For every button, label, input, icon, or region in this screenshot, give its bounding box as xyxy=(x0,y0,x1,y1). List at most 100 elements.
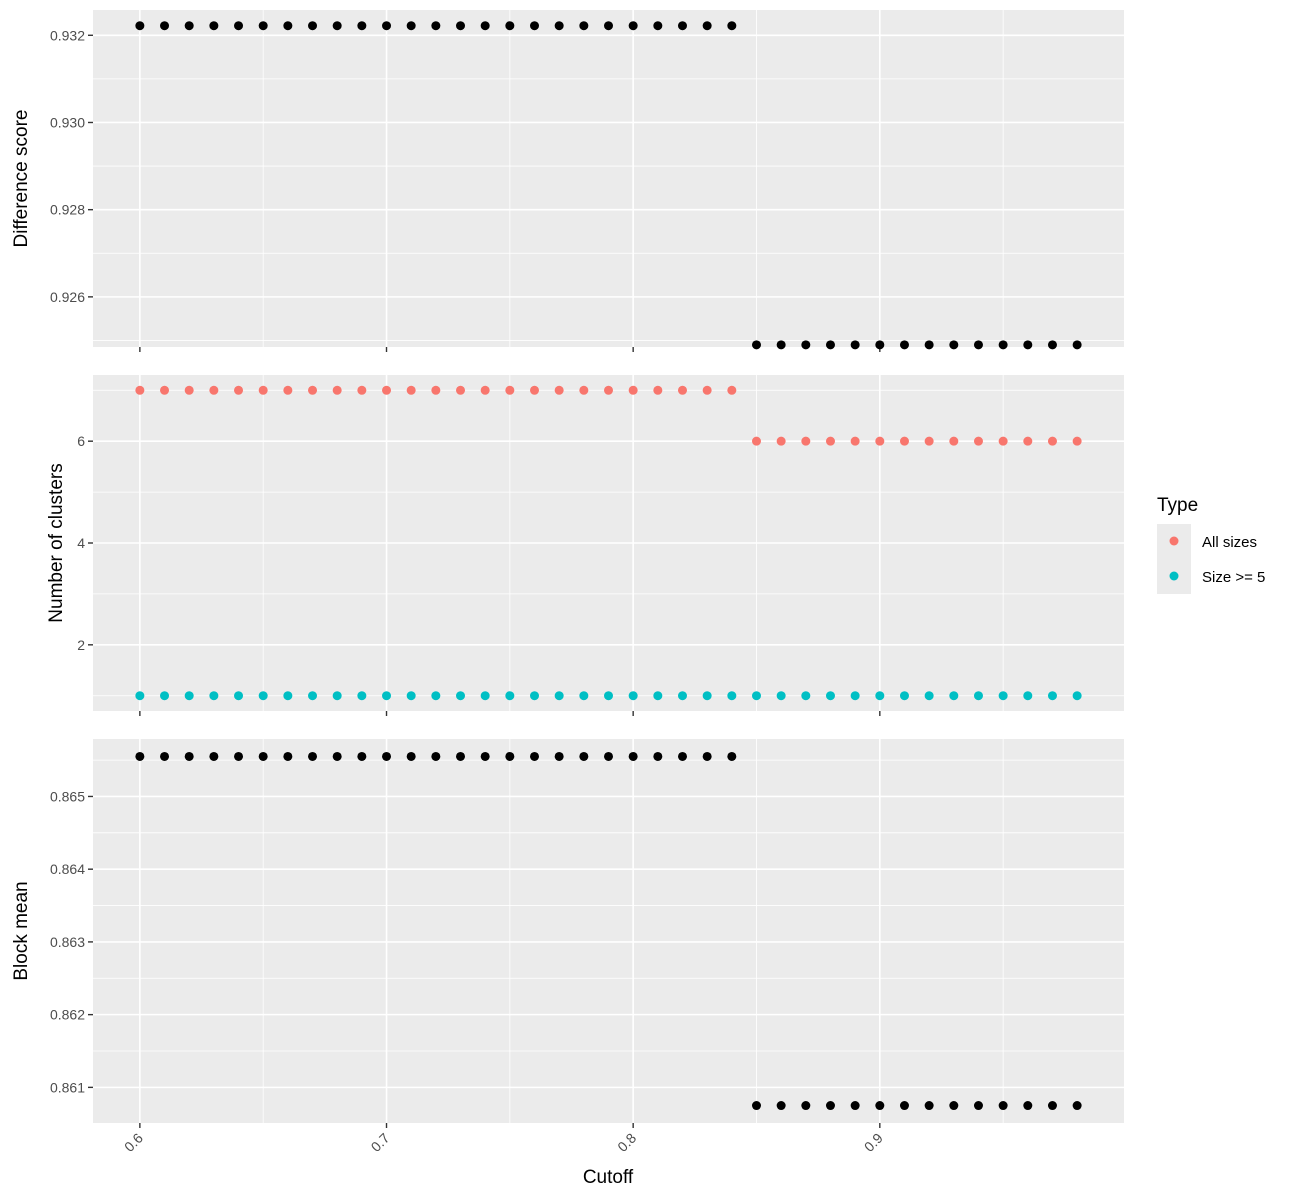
point xyxy=(554,385,564,395)
point xyxy=(924,1101,934,1111)
point xyxy=(801,1101,811,1111)
point xyxy=(332,21,342,31)
point xyxy=(579,385,589,395)
point xyxy=(727,751,737,761)
point xyxy=(973,436,983,446)
point xyxy=(283,751,293,761)
point xyxy=(184,21,194,31)
point xyxy=(234,385,244,395)
point xyxy=(604,751,613,761)
point xyxy=(530,21,540,31)
x-tick-label: 0.7 xyxy=(368,1130,393,1155)
point xyxy=(1072,340,1082,350)
point xyxy=(801,691,811,701)
point xyxy=(899,1101,909,1111)
point xyxy=(505,691,515,701)
point xyxy=(628,691,638,701)
point xyxy=(554,21,564,31)
point xyxy=(505,751,515,761)
point xyxy=(554,751,564,761)
point xyxy=(1072,436,1082,446)
point xyxy=(1023,436,1033,446)
point xyxy=(628,21,638,31)
panel-block: 0.861 0.862 0.863 0.864 0.865 Block mean xyxy=(11,739,1124,1128)
point xyxy=(234,21,244,31)
point xyxy=(998,436,1008,446)
point xyxy=(258,21,268,31)
y-tick-label: 0.928 xyxy=(50,202,85,218)
point xyxy=(973,340,983,350)
point xyxy=(751,691,761,701)
legend-label-all-sizes: All sizes xyxy=(1202,534,1257,551)
point xyxy=(653,385,663,395)
point xyxy=(382,691,392,701)
point xyxy=(554,691,564,701)
y-tick-label: 2 xyxy=(77,637,85,653)
point xyxy=(1047,691,1057,701)
point xyxy=(456,385,466,395)
point xyxy=(653,21,663,31)
point xyxy=(406,21,416,31)
y-tick-label: 0.865 xyxy=(50,788,85,804)
point xyxy=(258,385,268,395)
point xyxy=(332,751,342,761)
point xyxy=(160,21,170,31)
point xyxy=(234,691,244,701)
point xyxy=(530,751,540,761)
point xyxy=(727,21,737,31)
point xyxy=(973,691,983,701)
point xyxy=(357,751,367,761)
point xyxy=(825,436,835,446)
legend-key-background xyxy=(1157,524,1191,594)
point xyxy=(1047,1101,1057,1111)
point xyxy=(825,340,835,350)
point xyxy=(604,691,613,701)
point xyxy=(998,340,1008,350)
legend-label-size-ge-5: Size >= 5 xyxy=(1202,569,1265,586)
point xyxy=(234,751,244,761)
point xyxy=(160,751,170,761)
point xyxy=(604,21,613,31)
point xyxy=(899,436,909,446)
point xyxy=(1023,1101,1033,1111)
point xyxy=(702,691,712,701)
point xyxy=(702,385,712,395)
point xyxy=(949,1101,959,1111)
point xyxy=(850,1101,860,1111)
point xyxy=(875,1101,885,1111)
point xyxy=(456,21,466,31)
y-axis-title: Block mean xyxy=(11,881,32,980)
point xyxy=(875,691,885,701)
point xyxy=(751,436,761,446)
point xyxy=(135,385,145,395)
point xyxy=(751,1101,761,1111)
point xyxy=(702,751,712,761)
point xyxy=(776,340,786,350)
panel-background xyxy=(93,10,1124,347)
point xyxy=(998,1101,1008,1111)
point xyxy=(184,751,194,761)
legend-key-size-ge-5 xyxy=(1169,571,1179,581)
legend: Type All sizes Size >= 5 xyxy=(1157,495,1265,594)
point xyxy=(357,21,367,31)
y-tick-label: 0.930 xyxy=(50,114,85,130)
point xyxy=(283,21,293,31)
point xyxy=(579,21,589,31)
point xyxy=(850,691,860,701)
point xyxy=(382,21,392,31)
point xyxy=(677,21,687,31)
x-axis-title: Cutoff xyxy=(583,1167,634,1188)
point xyxy=(530,691,540,701)
point xyxy=(677,691,687,701)
point xyxy=(924,436,934,446)
point xyxy=(332,691,342,701)
y-tick-label: 0.861 xyxy=(50,1079,85,1095)
point xyxy=(628,751,638,761)
point xyxy=(998,691,1008,701)
point xyxy=(727,385,737,395)
point xyxy=(431,751,441,761)
x-tick-label: 0.9 xyxy=(861,1130,886,1155)
point xyxy=(184,385,194,395)
point xyxy=(480,691,490,701)
